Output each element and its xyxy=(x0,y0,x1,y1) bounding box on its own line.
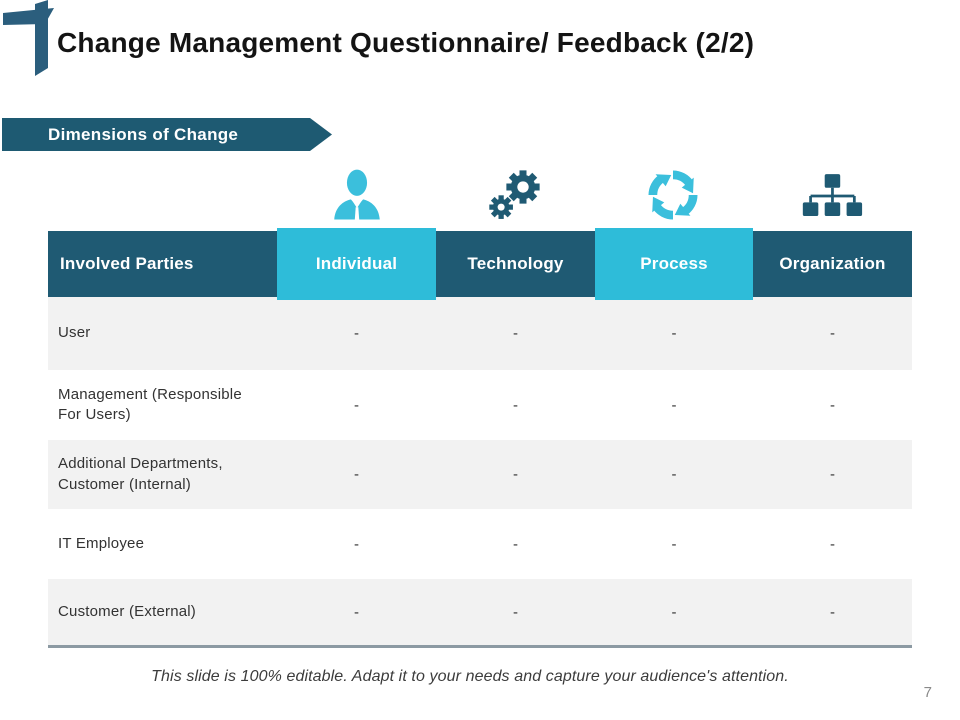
table-cell: - xyxy=(513,466,518,483)
table-cell: - xyxy=(830,535,835,553)
section-banner: Dimensions of Change xyxy=(2,118,332,151)
table-cell: - xyxy=(671,325,677,342)
footer-note: This slide is 100% editable. Adapt it to… xyxy=(151,668,789,685)
table-row: IT Employee - - - - xyxy=(48,509,912,579)
row-label: Additional Departments, Customer (Intern… xyxy=(58,455,223,493)
table-row: Management (Responsible For Users) - - -… xyxy=(48,370,912,440)
table-cell: - xyxy=(830,603,835,621)
page-number: 7 xyxy=(923,684,932,701)
table-row: User - - - - xyxy=(48,297,912,370)
table-cell: - xyxy=(354,396,359,414)
row-label: Management (Responsible For Users) xyxy=(58,385,242,423)
slide-title: Change Management Questionnaire/ Feedbac… xyxy=(57,27,755,58)
businessman-icon xyxy=(334,169,380,220)
table-header-row: Involved Parties Individual Technology P… xyxy=(48,228,912,300)
org-chart-icon xyxy=(802,174,863,217)
table-cell: - xyxy=(513,396,518,414)
table-cell: - xyxy=(354,325,359,342)
table-cell: - xyxy=(354,535,359,553)
table-cell: - xyxy=(671,466,677,483)
table-cell: - xyxy=(354,466,359,483)
table-cell: - xyxy=(830,466,835,483)
dimensions-table: Involved Parties Individual Technology P… xyxy=(48,228,912,645)
table-cell: - xyxy=(354,603,359,621)
header-individual: Individual xyxy=(277,228,436,300)
row-label: User xyxy=(58,324,91,342)
table-cell: - xyxy=(830,396,835,414)
table-cell: - xyxy=(671,535,677,553)
header-organization: Organization xyxy=(753,231,912,297)
gears-icon xyxy=(489,170,540,219)
header-technology: Technology xyxy=(436,231,595,297)
table-row: Additional Departments, Customer (Intern… xyxy=(48,440,912,509)
table-cell: - xyxy=(513,325,518,342)
table-row: Customer (External) - - - - xyxy=(48,579,912,645)
row-label: Customer (External) xyxy=(58,602,197,620)
circular-arrows-icon xyxy=(645,166,701,224)
table-cell: - xyxy=(830,325,835,342)
table-cell: - xyxy=(671,603,677,621)
header-process: Process xyxy=(595,228,753,300)
table-cell: - xyxy=(513,535,518,553)
brand-logo-icon xyxy=(3,0,54,76)
row-label: IT Employee xyxy=(58,534,145,552)
footer-divider xyxy=(48,645,912,648)
header-involved-parties: Involved Parties xyxy=(48,231,277,297)
section-banner-label: Dimensions of Change xyxy=(48,124,239,144)
table-cell: - xyxy=(671,396,677,414)
table-cell: - xyxy=(513,603,518,621)
